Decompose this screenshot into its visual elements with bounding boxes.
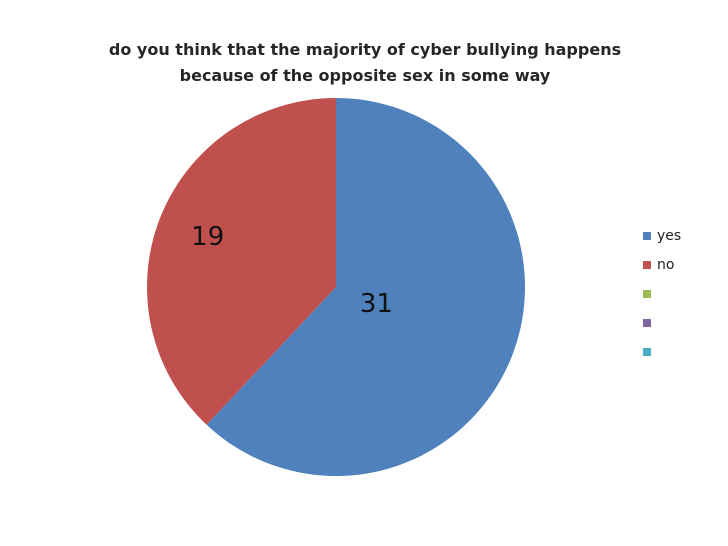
legend-item-3 [643, 308, 681, 337]
legend: yes no [643, 221, 681, 366]
legend-item-yes: yes [643, 221, 681, 250]
data-label-no: 19 [191, 222, 224, 252]
legend-item-no: no [643, 250, 681, 279]
pie-slice-no [147, 97, 336, 425]
legend-item-2 [643, 279, 681, 308]
legend-swatch [643, 260, 651, 269]
pie-slice-yes [206, 98, 525, 476]
chart-title-line-1: do you think that the majority of cyber … [108, 40, 622, 59]
legend-swatch [643, 318, 651, 327]
legend-item-4 [643, 337, 681, 366]
data-label-yes: 31 [360, 289, 393, 319]
legend-label: no [657, 256, 675, 273]
legend-label: yes [657, 227, 682, 244]
chart-title: do you think that the majority of cyber … [90, 37, 640, 89]
legend-swatch [643, 347, 651, 356]
legend-swatch [643, 231, 651, 240]
legend-swatch [643, 289, 651, 298]
chart-title-line-2: because of the opposite sex in some way [179, 66, 551, 85]
